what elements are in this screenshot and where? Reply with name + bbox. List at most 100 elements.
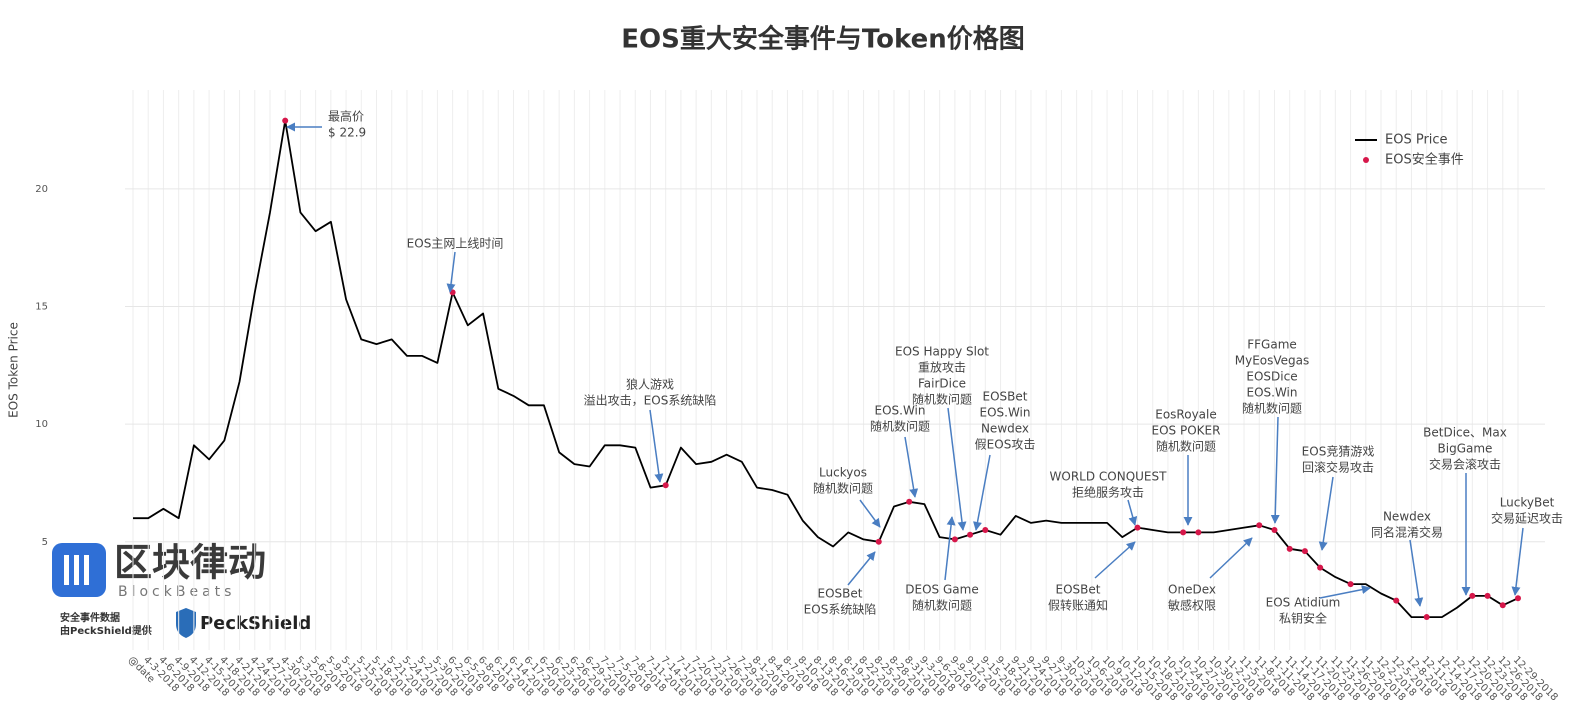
annotation-arrow (973, 454, 991, 531)
annotation: MyEosVegas (1235, 354, 1310, 368)
annotation: 最高价 (328, 109, 364, 124)
y-axis-label: EOS Token Price (7, 322, 21, 418)
annotation-arrow (1209, 537, 1253, 579)
annotation: BigGame (1438, 442, 1493, 456)
annotation: EosRoyale (1155, 408, 1217, 422)
annotation-arrow (446, 251, 456, 293)
logo-bar (64, 555, 69, 585)
annotation: 交易会滚攻击 (1429, 457, 1501, 472)
annotation: 重放攻击 (918, 360, 966, 375)
annotation-arrow (649, 409, 664, 483)
annotation: 随机数问题 (1156, 439, 1216, 454)
annotation: EOS Happy Slot (895, 345, 989, 359)
legend-label: EOS Price (1385, 133, 1448, 148)
annotation: OneDex (1168, 583, 1216, 597)
y-tick-label: 5 (42, 537, 48, 548)
event-point (1515, 595, 1521, 602)
annotation-arrow (1270, 416, 1280, 524)
annotation: 交易延迟攻击 (1491, 511, 1563, 526)
logo-bar (74, 555, 79, 585)
grid (125, 90, 1545, 650)
annotation: DEOS Game (905, 583, 978, 597)
annotation: 假EOS攻击 (975, 438, 1036, 452)
annotation: EOS竞猜游戏 (1302, 445, 1375, 459)
annotation: 私钥安全 (1279, 611, 1327, 626)
annotation: 溢出攻击，EOS系统缺陷 (584, 393, 717, 408)
annotation-arrow (1319, 585, 1371, 599)
annotation: EOS Atidium (1266, 596, 1341, 610)
legend-marker (1363, 157, 1369, 163)
annotation-arrow (947, 407, 967, 531)
annotation: 敏感权限 (1168, 598, 1216, 613)
annotation: 假转账通知 (1048, 598, 1108, 613)
annotation: 拒绝服务攻击 (1072, 485, 1144, 500)
annotation-arrow (847, 551, 876, 586)
event-point (1134, 524, 1141, 531)
annotation: Newdex (981, 422, 1029, 436)
event-point (1195, 529, 1202, 536)
annotation: EOS.Win (980, 406, 1031, 420)
event-point (1393, 597, 1400, 604)
annotation: 随机数问题 (1242, 401, 1302, 416)
y-tick-label: 10 (35, 419, 48, 430)
logo: 区块律动 BlockBeats 安全事件数据 由PeckShield提供 Pec… (52, 541, 311, 638)
event-point (875, 538, 882, 545)
annotation-arrow (1511, 527, 1524, 596)
annotation-arrow (904, 436, 919, 498)
annotation: EOSDice (1246, 370, 1297, 384)
event-point (1469, 592, 1476, 599)
event-point (982, 527, 989, 533)
annotation: 狼人游戏 (626, 377, 674, 392)
annotation: EOSBet (983, 390, 1028, 404)
logo-sub: BlockBeats (118, 584, 235, 600)
event-point (1423, 614, 1430, 621)
legend-label: EOS安全事件 (1385, 152, 1464, 168)
annotation: 随机数问题 (912, 598, 972, 613)
annotation: 回滚交易攻击 (1302, 460, 1374, 475)
event-point (951, 536, 958, 543)
annotation: EOSBet (1056, 583, 1101, 597)
annotation: EOS.Win (1247, 386, 1298, 400)
annotation: WORLD CONQUEST (1050, 470, 1168, 484)
event-point (1317, 564, 1324, 571)
annotation: 随机数问题 (912, 392, 972, 407)
y-tick-label: 15 (35, 301, 48, 312)
annotation: EOS主网上线时间 (407, 237, 504, 251)
annotation: Newdex (1383, 510, 1431, 524)
event-point (1347, 581, 1354, 588)
annotation: EOS.Win (875, 404, 926, 418)
annotation: EOS POKER (1152, 424, 1221, 438)
event-point (662, 482, 669, 489)
annotation-arrow (1127, 499, 1138, 526)
partner-text: PeckShield (200, 613, 311, 634)
event-point (1271, 527, 1278, 533)
event-point (1484, 592, 1491, 599)
chart-title: EOS重大安全事件与Token价格图 (621, 24, 1024, 55)
event-point (967, 531, 974, 538)
annotation: FairDice (918, 377, 966, 391)
annotation: FFGame (1247, 338, 1297, 352)
event-point (1499, 602, 1506, 609)
annotation: 随机数问题 (813, 481, 873, 496)
note: 安全事件数据 (60, 611, 120, 624)
event-point (906, 498, 913, 505)
annotation: 同名混淆交易 (1371, 525, 1443, 540)
event-point (1180, 529, 1187, 536)
note: 由PeckShield提供 (60, 624, 152, 637)
annotation: Luckyos (819, 466, 867, 480)
logo-text: 区块律动 (114, 541, 266, 585)
annotation-arrow (1094, 541, 1136, 579)
event-point (1256, 522, 1263, 529)
annotation-arrow (1318, 476, 1334, 551)
annotation: LuckyBet (1500, 496, 1555, 510)
annotation: EOS系统缺陷 (804, 602, 877, 617)
y-tick-label: 20 (35, 184, 48, 195)
annotation-arrow (944, 516, 956, 581)
annotation: EOSBet (818, 587, 863, 601)
price-line (133, 119, 1519, 618)
annotation-arrow (859, 499, 881, 528)
annotation: $ 22.9 (328, 126, 366, 140)
event-point (282, 117, 289, 124)
event-point (1301, 548, 1308, 555)
